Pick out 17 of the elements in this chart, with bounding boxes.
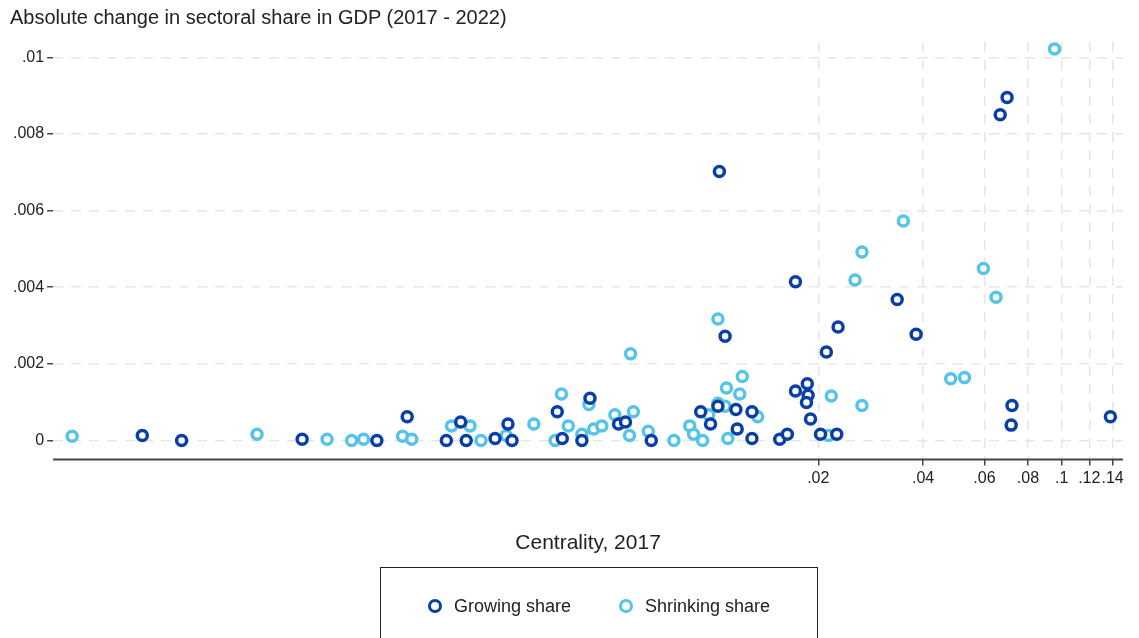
y-tick-label: .01	[21, 47, 45, 65]
y-tick-label: .002	[13, 354, 45, 372]
legend-label: Growing share	[453, 596, 571, 617]
x-tick-label: .14	[1101, 468, 1124, 486]
x-axis-title: Centrality, 2017	[515, 530, 661, 554]
y-tick-label: 0	[35, 430, 45, 448]
x-tick-label: .1	[1055, 468, 1069, 486]
x-tick-label: .12	[1078, 468, 1101, 486]
x-tick-label: .06	[973, 468, 996, 486]
y-tick-label: .008	[13, 124, 45, 142]
x-tick-label: .02	[807, 468, 830, 486]
y-tick-label: .004	[13, 277, 45, 295]
x-tick-label: .04	[911, 468, 935, 486]
chart-title: Absolute change in sectoral share in GDP (2017 - 2022)	[10, 5, 507, 28]
legend-label: Shrinking share	[644, 596, 771, 617]
y-tick-label: .006	[13, 200, 45, 218]
x-tick-label: .08	[1016, 468, 1040, 486]
